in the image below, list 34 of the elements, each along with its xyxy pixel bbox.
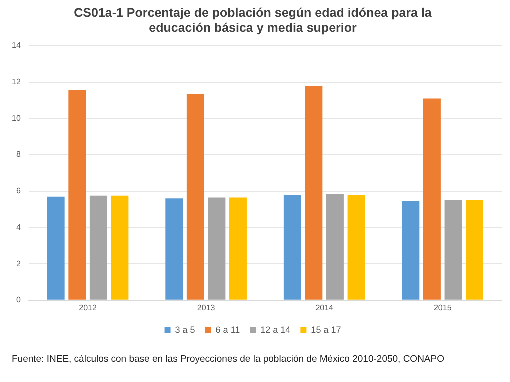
y-tick-label: 14	[12, 41, 22, 50]
bar	[90, 196, 108, 300]
bar	[402, 201, 420, 300]
y-tick-label: 4	[16, 222, 22, 232]
bar	[186, 94, 204, 300]
legend-label: 6 a 11	[216, 324, 240, 335]
bar	[444, 200, 462, 300]
bar	[68, 90, 86, 300]
y-tick-label: 6	[16, 186, 22, 196]
legend-label: 12 a 14	[260, 324, 291, 335]
bar	[47, 196, 65, 300]
bar	[348, 195, 366, 300]
y-tick-label: 2	[16, 259, 22, 268]
bar	[423, 98, 441, 300]
y-tick-label: 8	[16, 150, 22, 160]
source-note: Fuente: INEE, cálculos con base en las Proyecciones de la población de México 2010-2050, CONAPO	[12, 354, 444, 365]
x-tick-label: 2014	[316, 303, 334, 312]
bar	[208, 198, 226, 300]
bar	[166, 198, 184, 300]
bar	[326, 194, 344, 300]
y-tick-label: 12	[12, 78, 22, 87]
bar	[230, 198, 247, 300]
y-tick-label: 0	[16, 296, 22, 305]
x-tick-label: 2013	[197, 303, 216, 312]
bar	[305, 86, 323, 300]
legend-label: 3 a 5	[175, 324, 196, 335]
x-tick-label: 2012	[79, 303, 98, 312]
x-tick-label: 2015	[434, 303, 452, 312]
chart-title: CS01a-1 Porcentaje de población según edad idónea para la educación básica y media superior	[74, 6, 433, 35]
bar	[284, 195, 302, 300]
bar	[466, 200, 484, 300]
legend-label: 15 a 17	[311, 324, 342, 335]
y-tick-label: 10	[12, 114, 22, 123]
bar	[111, 196, 129, 300]
